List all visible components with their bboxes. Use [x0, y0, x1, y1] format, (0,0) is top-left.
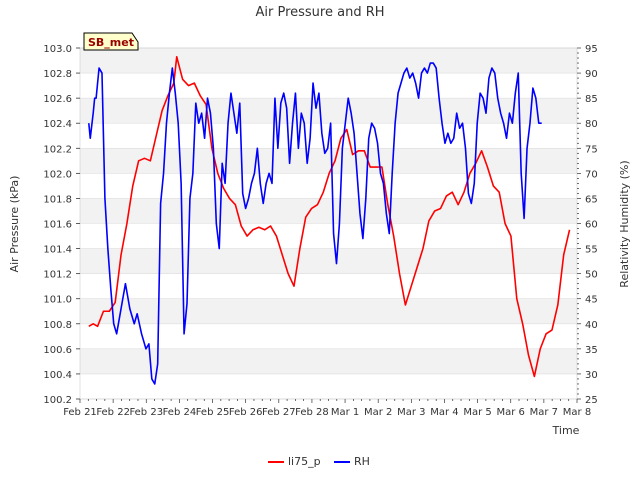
left-tick-label: 101.6	[43, 220, 72, 231]
x-tick-label: Mar 1	[331, 407, 359, 418]
left-axis-label: Air Pressure (kPa)	[8, 176, 21, 273]
left-tick-label: 100.6	[43, 345, 72, 356]
right-tick-label: 95	[585, 44, 598, 55]
right-tick-label: 30	[585, 370, 598, 381]
x-tick-label: Mar 2	[364, 407, 392, 418]
legend-label-rh: RH	[354, 455, 370, 468]
right-axis-ticks: 25 30 35 40 45 50 55 60 65 70 75 80 85 90 95	[577, 44, 598, 406]
right-tick-label: 50	[585, 270, 598, 281]
x-tick-label: Feb 25	[196, 407, 230, 418]
x-tick-label: Feb 27	[262, 407, 296, 418]
x-tick-label: Feb 26	[229, 407, 263, 418]
badge: SB_met	[83, 32, 139, 51]
x-tick-label: Feb 24	[163, 407, 197, 418]
x-tick-label: Feb 23	[129, 407, 163, 418]
band	[80, 298, 577, 324]
series-line-li75-p	[88, 55, 571, 378]
band	[80, 348, 577, 374]
left-tick-label: 101.4	[43, 245, 72, 256]
left-tick-label: 101.0	[43, 295, 72, 306]
x-axis-ticks: Feb 21 Feb 22 Feb 23 Feb 24 Feb 25 Feb 26 Feb …	[63, 399, 591, 418]
left-tick-label: 100.8	[43, 320, 72, 331]
right-axis-label: Relativity Humidity (%)	[618, 160, 631, 287]
left-tick-label: 100.2	[43, 395, 72, 406]
legend-label-li75-p: li75_p	[288, 455, 321, 468]
right-tick-label: 60	[585, 220, 598, 231]
right-tick-label: 85	[585, 94, 598, 105]
band	[80, 248, 577, 274]
left-tick-label: 103.0	[43, 44, 72, 55]
legend: li75_p RH	[268, 455, 370, 468]
series-lines	[87, 55, 571, 385]
right-tick-label: 40	[585, 320, 598, 331]
x-tick-label: Mar 5	[463, 407, 491, 418]
badge-label: SB_met	[88, 36, 134, 49]
band	[80, 148, 577, 174]
x-tick-label: Mar 6	[497, 407, 525, 418]
left-tick-label: 101.8	[43, 194, 72, 205]
right-tick-label: 90	[585, 69, 598, 80]
x-tick-label: Mar 3	[397, 407, 425, 418]
right-tick-label: 55	[585, 245, 598, 256]
left-tick-label: 102.4	[43, 119, 72, 130]
x-tick-label: Feb 28	[295, 407, 329, 418]
band	[80, 198, 577, 224]
badge-box	[83, 32, 139, 51]
x-axis-label: Time	[552, 424, 580, 437]
left-tick-label: 102.2	[43, 144, 72, 155]
x-tick-label: Feb 22	[96, 407, 130, 418]
left-tick-label: 101.2	[43, 270, 72, 281]
right-tick-label: 70	[585, 169, 598, 180]
left-axis-ticks: 100.2 100.4 100.6 100.8 101.0 101.2 101.4 101.6…	[43, 44, 80, 406]
plot-background-bands	[80, 48, 577, 374]
x-tick-label: Mar 8	[563, 407, 591, 418]
left-tick-label: 102.8	[43, 69, 72, 80]
left-tick-label: 102.0	[43, 169, 72, 180]
left-tick-label: 102.6	[43, 94, 72, 105]
right-tick-label: 35	[585, 345, 598, 356]
right-tick-label: 25	[585, 395, 598, 406]
chart-title: Air Pressure and RH	[255, 5, 384, 20]
left-tick-label: 100.4	[43, 370, 72, 381]
x-tick-label: Mar 4	[430, 407, 458, 418]
x-tick-label: Mar 7	[530, 407, 558, 418]
series-line-rh	[87, 62, 542, 385]
right-tick-label: 75	[585, 144, 598, 155]
band	[80, 48, 577, 74]
right-tick-label: 45	[585, 295, 598, 306]
right-tick-label: 80	[585, 119, 598, 130]
x-tick-label: Feb 21	[63, 407, 97, 418]
right-tick-label: 65	[585, 194, 598, 205]
